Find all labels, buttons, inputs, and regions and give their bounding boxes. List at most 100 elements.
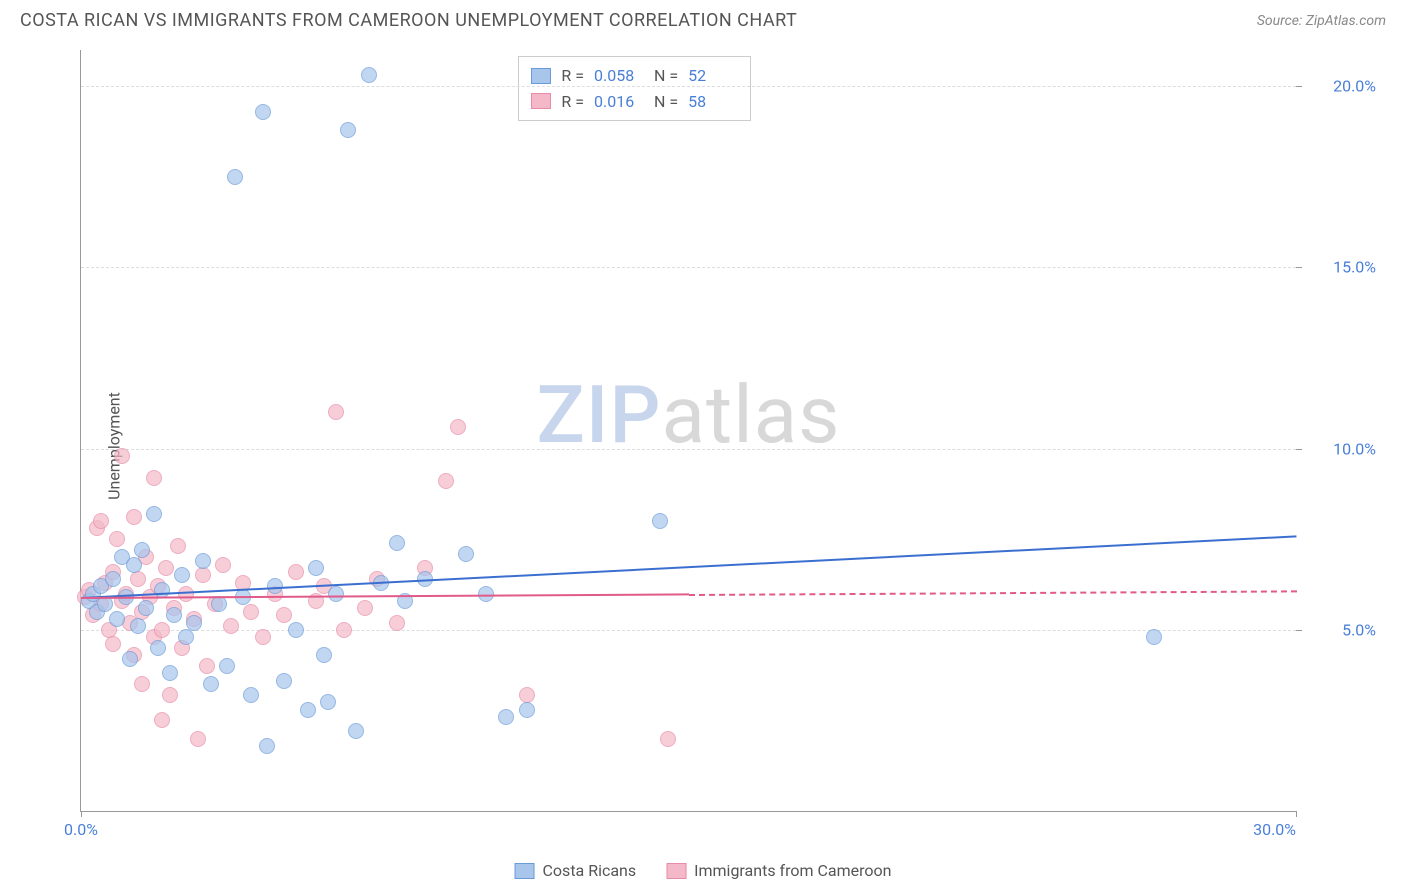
tick-mark bbox=[1296, 267, 1302, 268]
scatter-point-series1 bbox=[276, 673, 292, 689]
swatch-series1-icon bbox=[531, 68, 551, 84]
scatter-point-series1 bbox=[320, 694, 336, 710]
n-label: N = bbox=[654, 89, 678, 115]
scatter-point-series2 bbox=[126, 509, 142, 525]
scatter-point-series1 bbox=[166, 607, 182, 623]
scatter-point-series1 bbox=[519, 702, 535, 718]
scatter-point-series1 bbox=[219, 658, 235, 674]
scatter-point-series1 bbox=[243, 687, 259, 703]
scatter-point-series2 bbox=[114, 448, 130, 464]
legend-item-2: Immigrants from Cameroon bbox=[666, 861, 891, 880]
scatter-point-series2 bbox=[199, 658, 215, 674]
scatter-point-series1 bbox=[328, 586, 344, 602]
scatter-point-series1 bbox=[300, 702, 316, 718]
trend-line-series2 bbox=[81, 594, 689, 600]
r-label: R = bbox=[561, 89, 584, 115]
scatter-point-series1 bbox=[498, 709, 514, 725]
r-value-2: 0.016 bbox=[594, 89, 644, 115]
scatter-point-series2 bbox=[288, 564, 304, 580]
scatter-point-series2 bbox=[336, 622, 352, 638]
legend-label-1: Costa Ricans bbox=[543, 861, 637, 880]
scatter-point-series1 bbox=[1146, 629, 1162, 645]
scatter-point-series2 bbox=[130, 571, 146, 587]
scatter-point-series1 bbox=[348, 723, 364, 739]
y-tick-label: 10.0% bbox=[1306, 439, 1376, 458]
scatter-point-series2 bbox=[154, 712, 170, 728]
chart-title: COSTA RICAN VS IMMIGRANTS FROM CAMEROON … bbox=[20, 10, 797, 31]
scatter-point-series1 bbox=[122, 651, 138, 667]
tick-mark bbox=[81, 811, 82, 817]
y-tick-label: 20.0% bbox=[1306, 77, 1376, 96]
scatter-point-series1 bbox=[126, 557, 142, 573]
scatter-point-series2 bbox=[450, 419, 466, 435]
scatter-point-series1 bbox=[227, 169, 243, 185]
scatter-point-series1 bbox=[458, 546, 474, 562]
trend-line-series2-dashed bbox=[688, 590, 1296, 596]
scatter-point-series1 bbox=[389, 535, 405, 551]
swatch-series2-icon bbox=[531, 93, 551, 109]
scatter-point-series1 bbox=[186, 615, 202, 631]
tick-mark bbox=[1296, 449, 1302, 450]
scatter-point-series2 bbox=[93, 513, 109, 529]
scatter-point-series2 bbox=[146, 470, 162, 486]
scatter-point-series1 bbox=[652, 513, 668, 529]
scatter-point-series2 bbox=[109, 531, 125, 547]
scatter-point-series2 bbox=[195, 567, 211, 583]
swatch-series1-icon bbox=[515, 863, 535, 879]
scatter-point-series2 bbox=[158, 560, 174, 576]
scatter-point-series2 bbox=[134, 676, 150, 692]
tick-mark bbox=[1296, 86, 1302, 87]
n-label: N = bbox=[654, 63, 678, 89]
stats-legend-box: R = 0.058 N = 52 R = 0.016 N = 58 bbox=[518, 56, 751, 121]
scatter-point-series1 bbox=[150, 640, 166, 656]
scatter-point-series1 bbox=[259, 738, 275, 754]
legend-label-2: Immigrants from Cameroon bbox=[694, 861, 891, 880]
tick-mark bbox=[1296, 811, 1297, 817]
scatter-point-series1 bbox=[361, 67, 377, 83]
legend-item-1: Costa Ricans bbox=[515, 861, 637, 880]
trend-line-series1 bbox=[81, 536, 1296, 600]
scatter-point-series1 bbox=[109, 611, 125, 627]
y-tick-label: 5.0% bbox=[1306, 620, 1376, 639]
stats-row-2: R = 0.016 N = 58 bbox=[531, 89, 738, 115]
source-attribution: Source: ZipAtlas.com bbox=[1257, 13, 1386, 29]
scatter-point-series2 bbox=[190, 731, 206, 747]
r-value-1: 0.058 bbox=[594, 63, 644, 89]
scatter-point-series2 bbox=[438, 473, 454, 489]
bottom-legend: Costa Ricans Immigrants from Cameroon bbox=[515, 861, 892, 880]
scatter-point-series1 bbox=[146, 506, 162, 522]
plot-region: ZIPatlas R = 0.058 N = 52 R = 0.016 N = … bbox=[80, 50, 1296, 812]
scatter-point-series1 bbox=[316, 647, 332, 663]
scatter-point-series2 bbox=[276, 607, 292, 623]
scatter-point-series2 bbox=[389, 615, 405, 631]
scatter-point-series1 bbox=[134, 542, 150, 558]
scatter-point-series2 bbox=[170, 538, 186, 554]
scatter-point-series2 bbox=[328, 404, 344, 420]
scatter-point-series2 bbox=[215, 557, 231, 573]
scatter-point-series2 bbox=[154, 622, 170, 638]
n-value-1: 52 bbox=[688, 63, 738, 89]
swatch-series2-icon bbox=[666, 863, 686, 879]
scatter-point-series2 bbox=[223, 618, 239, 634]
scatter-point-series1 bbox=[255, 104, 271, 120]
scatter-point-series1 bbox=[174, 567, 190, 583]
scatter-point-series1 bbox=[308, 560, 324, 576]
r-label: R = bbox=[561, 63, 584, 89]
gridline bbox=[81, 267, 1296, 268]
scatter-point-series1 bbox=[211, 596, 227, 612]
y-tick-label: 15.0% bbox=[1306, 258, 1376, 277]
scatter-point-series2 bbox=[162, 687, 178, 703]
n-value-2: 58 bbox=[688, 89, 738, 115]
gridline bbox=[81, 86, 1296, 87]
stats-row-1: R = 0.058 N = 52 bbox=[531, 63, 738, 89]
scatter-point-series1 bbox=[178, 629, 194, 645]
scatter-point-series2 bbox=[357, 600, 373, 616]
chart-area: Unemployment ZIPatlas R = 0.058 N = 52 R… bbox=[50, 50, 1386, 842]
scatter-point-series1 bbox=[162, 665, 178, 681]
x-tick-label: 0.0% bbox=[64, 820, 98, 839]
tick-mark bbox=[1296, 630, 1302, 631]
scatter-point-series1 bbox=[203, 676, 219, 692]
scatter-point-series1 bbox=[138, 600, 154, 616]
scatter-point-series1 bbox=[130, 618, 146, 634]
scatter-point-series1 bbox=[105, 571, 121, 587]
